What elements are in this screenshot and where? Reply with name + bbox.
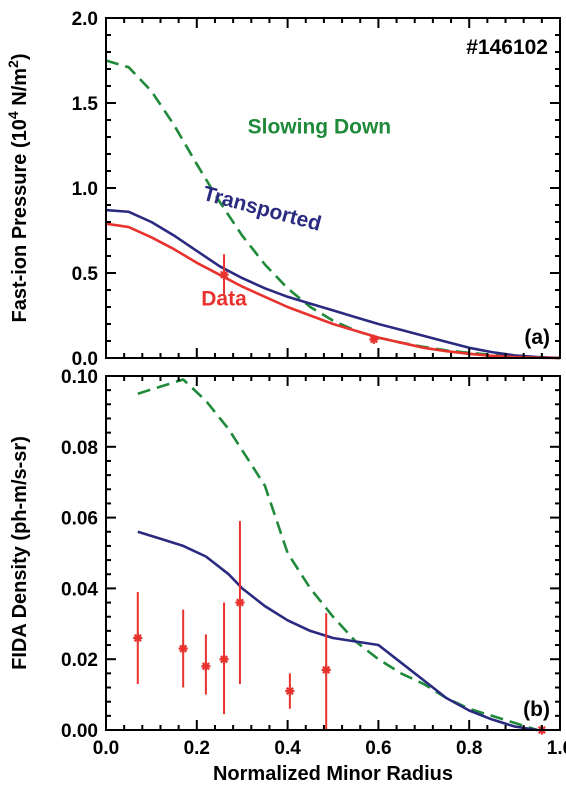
panel-a-data-points: [219, 254, 379, 344]
series-transported: [105, 208, 561, 360]
panel-b-ytick-labels: 0.00 0.02 0.04 0.06 0.08 0.10: [61, 367, 98, 742]
y-tick-label: 0.02: [61, 650, 98, 671]
y-tick-label: 0.0: [72, 349, 98, 370]
series-transported: [137, 530, 538, 732]
x-tick-label: 0.6: [365, 738, 391, 759]
ylabel-exp-2: 2: [5, 60, 21, 68]
ylabel-exp-1: 4: [5, 111, 21, 119]
y-tick-label: 0.10: [61, 367, 98, 388]
y-tick-label: 1.0: [72, 179, 98, 200]
panel-b-ticks: [105, 375, 561, 731]
x-tick-label: 0.2: [184, 738, 210, 759]
x-tick-label: 0.8: [456, 738, 482, 759]
series-slowing-down: [137, 378, 538, 732]
ylabel-part-1: Fast-ion Pressure (10: [9, 119, 31, 322]
shot-label: #146102: [466, 36, 548, 59]
panel-b-series: [137, 378, 538, 732]
panel-a-ticks: [105, 17, 561, 359]
panel-b-label: (b): [523, 698, 550, 721]
annotation-data: Data: [201, 287, 247, 310]
panel-b-xtick-labels: 0.0 0.2 0.4 0.6 0.8 1.0: [93, 738, 566, 759]
panel-a-series: [105, 59, 561, 360]
x-tick-label: 0.4: [274, 738, 301, 759]
y-tick-label: 0.04: [61, 579, 98, 600]
annotation-slowing-down: Slowing Down: [248, 116, 391, 139]
x-tick-label: 1.0: [547, 738, 566, 759]
panel-b-frame: [105, 375, 561, 731]
panel-b-ylabel: FIDA Density (ph-m/s-sr): [9, 436, 31, 670]
panel-a-label: (a): [524, 326, 550, 349]
y-tick-label: 0.00: [61, 721, 98, 742]
panel-a-ytick-labels: 0.0 0.5 1.0 1.5 2.0: [72, 9, 99, 370]
series-slowing-down: [105, 59, 561, 360]
x-tick-label: 0.0: [93, 738, 119, 759]
x-axis-label: Normalized Minor Radius: [213, 763, 453, 785]
panel-b-data-points: [133, 521, 547, 735]
panel-a-ylabel: Fast-ion Pressure (104 N/m2): [5, 53, 31, 322]
panel-a: 0.0 0.5 1.0 1.5 2.0 Slowing Down Transported D…: [5, 9, 561, 370]
annotation-transported: Transported: [200, 182, 323, 236]
y-tick-label: 1.5: [72, 94, 99, 115]
y-tick-label: 2.0: [72, 9, 98, 30]
series-data: [105, 222, 561, 360]
panel-b: 0.00 0.02 0.04 0.06 0.08 0.10 0.0 0.2 0.4 0.6 0.8…: [9, 367, 566, 785]
ylabel-part-3: ): [9, 53, 31, 60]
y-tick-label: 0.5: [72, 264, 99, 285]
panel-a-frame: [105, 17, 561, 359]
y-tick-label: 0.06: [61, 509, 98, 530]
y-tick-label: 0.08: [61, 438, 98, 459]
ylabel-part-2: N/m: [9, 68, 31, 111]
